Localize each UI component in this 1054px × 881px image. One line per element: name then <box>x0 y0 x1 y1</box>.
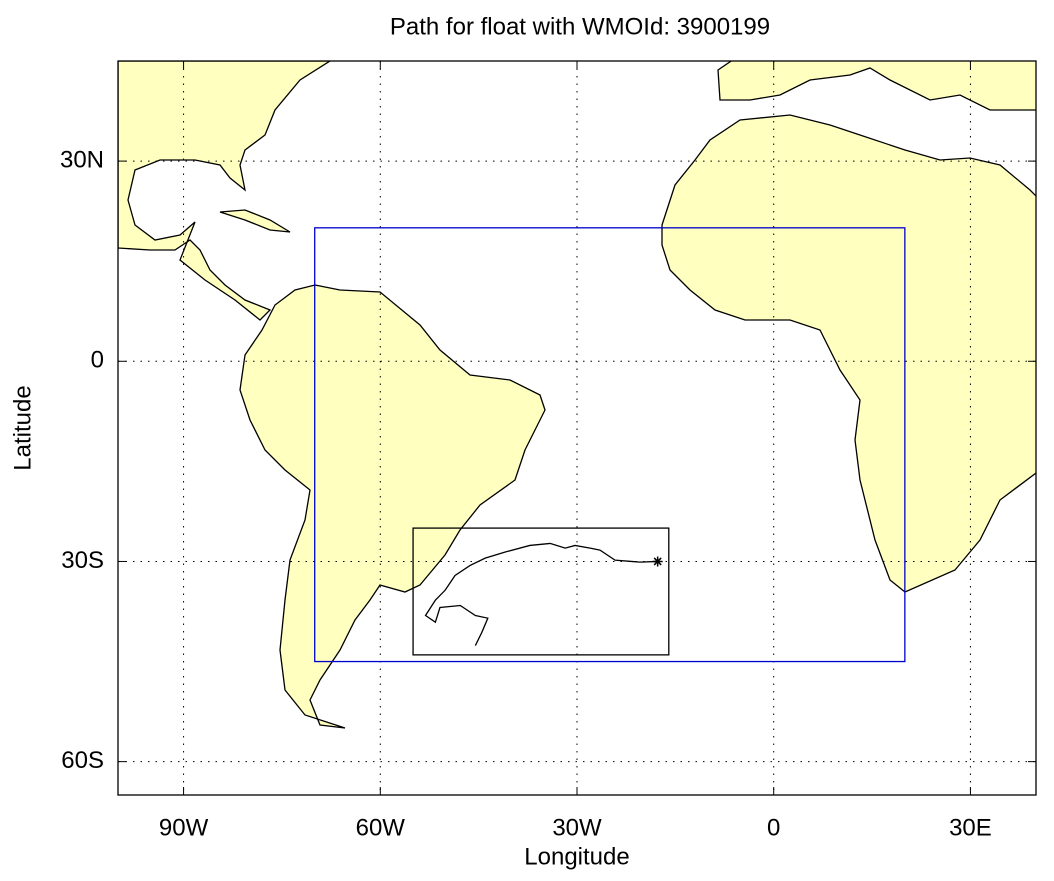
x-tick-label: 0 <box>767 814 780 841</box>
x-tick-label: 90W <box>159 814 209 841</box>
africa <box>661 114 1036 593</box>
x-tick-label: 30W <box>552 814 602 841</box>
south-america <box>239 284 546 729</box>
region-box <box>412 527 670 656</box>
x-axis-label: Longitude <box>524 843 629 870</box>
float-path <box>424 542 658 646</box>
north-central-america <box>118 61 332 321</box>
x-tick-label: 30E <box>949 814 992 841</box>
x-tick-label: 60W <box>356 814 406 841</box>
region-box <box>314 227 906 663</box>
y-axis-label: Latitude <box>9 385 36 470</box>
land <box>118 61 1036 729</box>
chart-title: Path for float with WMOId: 3900199 <box>390 13 770 40</box>
y-tick-label: 30S <box>61 547 104 574</box>
y-tick-label: 30N <box>60 146 104 173</box>
start-marker <box>652 556 663 567</box>
europe <box>717 61 1036 111</box>
y-tick-label: 0 <box>91 347 104 374</box>
y-tick-label: 60S <box>61 747 104 774</box>
cuba <box>219 209 291 233</box>
